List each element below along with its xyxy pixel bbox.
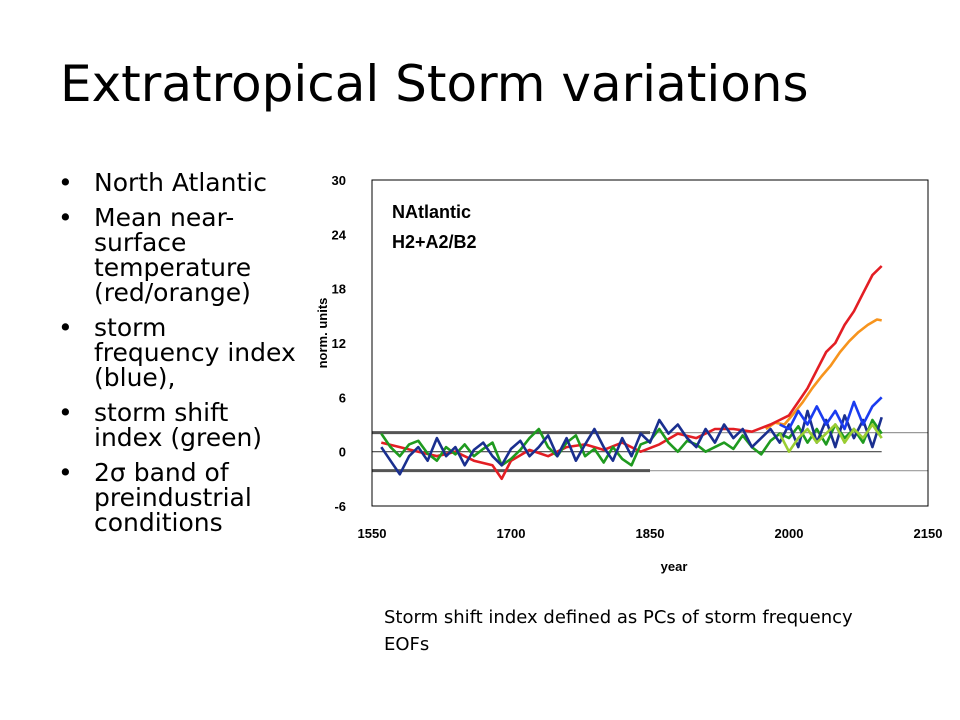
y-tick-label: -6 bbox=[334, 499, 346, 514]
bullet-text: Mean near-surface temperature (red/orang… bbox=[94, 203, 252, 307]
bullet-dot: • bbox=[58, 458, 73, 487]
y-tick-label: 12 bbox=[332, 336, 346, 351]
chart-caption: Storm shift index defined as PCs of stor… bbox=[384, 607, 853, 655]
bullet-text: North Atlantic bbox=[94, 168, 267, 197]
series-line bbox=[765, 318, 882, 431]
x-axis-label: year bbox=[661, 559, 688, 574]
bullet-dot: • bbox=[58, 313, 73, 342]
reference-lines bbox=[372, 431, 928, 473]
series-line bbox=[779, 396, 883, 431]
plot-frame bbox=[371, 179, 929, 507]
bullet-item: • Mean near-surface temperature (red/oran… bbox=[58, 205, 298, 305]
chart-title-line-2: H2+A2/B2 bbox=[392, 232, 477, 252]
bullet-item: • North Atlantic bbox=[58, 170, 298, 195]
bullet-text: 2σ band of preindustrial conditions bbox=[94, 458, 252, 537]
x-tick-label: 2150 bbox=[914, 526, 943, 541]
bullet-item: • storm frequency index (blue), bbox=[58, 315, 298, 390]
series-line bbox=[380, 409, 883, 476]
storm-chart: -6 0 6 12 18 24 30 1550 1700 1850 2000 2150 NAtlant… bbox=[315, 173, 943, 574]
series-line bbox=[380, 265, 883, 481]
bullet-text: storm shift index (green) bbox=[94, 398, 263, 452]
y-tick-label: 0 bbox=[339, 445, 346, 460]
y-axis-label: norm. units bbox=[315, 298, 330, 369]
tick-labels: -6 0 6 12 18 24 30 1550 1700 1850 2000 2150 bbox=[332, 173, 943, 541]
y-tick-label: 18 bbox=[332, 282, 346, 297]
x-tick-label: 1850 bbox=[636, 526, 665, 541]
bullet-item: • storm shift index (green) bbox=[58, 400, 298, 450]
x-tick-label: 2000 bbox=[775, 526, 804, 541]
bullet-dot: • bbox=[58, 398, 73, 427]
bullet-text: storm frequency index (blue), bbox=[94, 313, 296, 392]
y-tick-label: 24 bbox=[332, 227, 347, 242]
x-tick-label: 1550 bbox=[358, 526, 387, 541]
y-tick-label: 30 bbox=[332, 173, 346, 188]
chart-title-line-1: NAtlantic bbox=[392, 202, 471, 222]
x-tick-label: 1700 bbox=[497, 526, 526, 541]
slide-title: Extratropical Storm variations bbox=[60, 55, 809, 113]
bullet-item: • 2σ band of preindustrial conditions bbox=[58, 460, 298, 535]
bullet-list: • North Atlantic • Mean near-surface tempe… bbox=[58, 170, 298, 545]
y-tick-label: 6 bbox=[339, 390, 346, 405]
series-line bbox=[778, 423, 883, 454]
series-layer bbox=[380, 265, 883, 481]
series-line bbox=[380, 418, 883, 467]
bullet-dot: • bbox=[58, 168, 73, 197]
bullet-dot: • bbox=[58, 203, 73, 232]
